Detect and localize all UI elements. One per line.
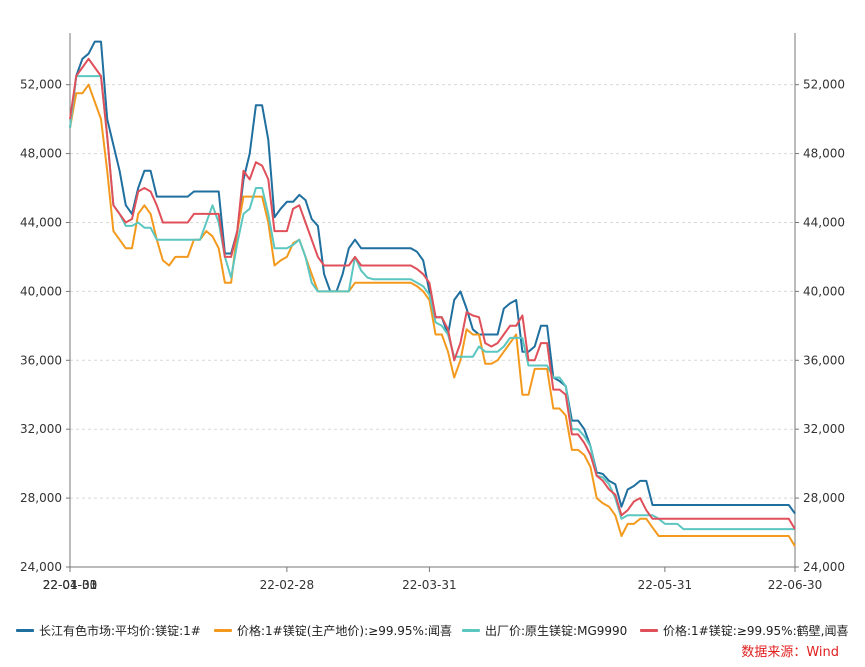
legend-item-1: 价格:1#镁锭(主产地价):≥99.95%:闻喜 [214, 622, 452, 639]
x-tick-3: 22-03-31 [402, 578, 456, 592]
y-tick-right-2: 32,000 [803, 422, 845, 436]
x-tick-0: 22-01-03 [43, 578, 97, 592]
y-tick-left-3: 36,000 [20, 353, 62, 367]
legend-swatch-1 [214, 629, 232, 632]
tick-labels: 24,000 24,000 28,000 28,000 32,000 32,000 36,0… [20, 78, 845, 592]
legend-item-2: 出厂价:原生镁锭:MG9990 [462, 622, 627, 639]
y-tick-left-1: 28,000 [20, 491, 62, 505]
y-tick-right-4: 40,000 [803, 284, 845, 298]
x-tick-5: 22-05-31 [638, 578, 692, 592]
y-tick-left-5: 44,000 [20, 215, 62, 229]
legend: 长江有色市场:平均价:镁锭:1# 价格:1#镁锭(主产地价):≥99.95%:闻… [0, 622, 865, 644]
gridlines [70, 84, 795, 568]
series-line-0 [69, 40, 796, 515]
y-tick-left-6: 48,000 [20, 147, 62, 161]
legend-item-3: 价格:1#镁锭:≥99.95%:鹤壁,闻喜 [640, 622, 848, 639]
legend-swatch-3 [640, 629, 658, 632]
series-line-3 [69, 57, 796, 530]
x-tick-1: 22-01-31 [43, 578, 97, 592]
line-chart: 24,000 24,000 28,000 28,000 32,000 32,000 36,0… [20, 33, 845, 592]
y-tick-right-7: 52,000 [803, 78, 845, 92]
x-tick-6: 22-06-30 [768, 578, 822, 592]
series-lines [69, 40, 796, 547]
y-tick-left-4: 40,000 [20, 284, 62, 298]
legend-label-0: 长江有色市场:平均价:镁锭:1# [39, 624, 201, 638]
x-tick-4: 22-04-30 [43, 578, 97, 592]
y-tick-right-6: 48,000 [803, 147, 845, 161]
source-note: 数据来源：Wind [741, 645, 839, 660]
series-line-1 [69, 83, 796, 547]
legend-label-2: 出厂价:原生镁锭:MG9990 [485, 624, 628, 638]
y-tick-right-0: 24,000 [803, 560, 845, 574]
y-tick-left-2: 32,000 [20, 422, 62, 436]
legend-item-0: 长江有色市场:平均价:镁锭:1# [16, 622, 201, 639]
y-tick-right-5: 44,000 [803, 215, 845, 229]
y-tick-left-0: 24,000 [20, 560, 62, 574]
legend-swatch-0 [16, 629, 34, 632]
legend-label-1: 价格:1#镁锭(主产地价):≥99.95%:闻喜 [237, 624, 452, 638]
x-tick-2: 22-02-28 [260, 578, 314, 592]
y-tick-right-3: 36,000 [803, 353, 845, 367]
series-line-2 [69, 75, 795, 531]
y-tick-right-1: 28,000 [803, 491, 845, 505]
y-tick-left-7: 52,000 [20, 78, 62, 92]
legend-label-3: 价格:1#镁锭:≥99.95%:鹤壁,闻喜 [663, 624, 849, 638]
legend-swatch-2 [462, 629, 480, 632]
